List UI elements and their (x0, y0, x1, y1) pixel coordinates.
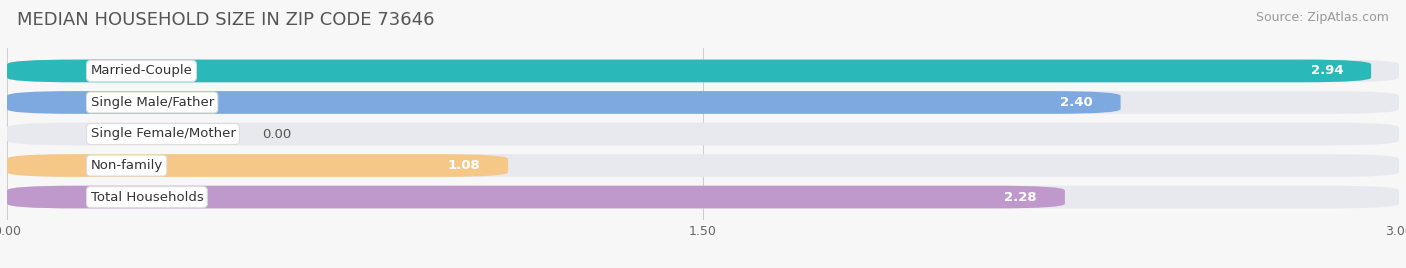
FancyBboxPatch shape (7, 91, 1399, 114)
Text: 0.00: 0.00 (262, 128, 291, 140)
FancyBboxPatch shape (7, 154, 508, 177)
Text: Single Male/Father: Single Male/Father (90, 96, 214, 109)
Text: 2.94: 2.94 (1310, 64, 1343, 77)
FancyBboxPatch shape (7, 154, 1399, 177)
Text: 2.40: 2.40 (1060, 96, 1092, 109)
FancyBboxPatch shape (7, 91, 1121, 114)
FancyBboxPatch shape (7, 59, 1399, 82)
Text: MEDIAN HOUSEHOLD SIZE IN ZIP CODE 73646: MEDIAN HOUSEHOLD SIZE IN ZIP CODE 73646 (17, 11, 434, 29)
FancyBboxPatch shape (7, 59, 1371, 82)
Text: 2.28: 2.28 (1004, 191, 1038, 204)
Text: 1.08: 1.08 (447, 159, 481, 172)
FancyBboxPatch shape (7, 123, 1399, 145)
Text: Married-Couple: Married-Couple (90, 64, 193, 77)
FancyBboxPatch shape (7, 186, 1064, 209)
Text: Source: ZipAtlas.com: Source: ZipAtlas.com (1256, 11, 1389, 24)
FancyBboxPatch shape (7, 186, 1399, 209)
Text: Single Female/Mother: Single Female/Mother (90, 128, 235, 140)
Text: Total Households: Total Households (90, 191, 204, 204)
Text: Non-family: Non-family (90, 159, 163, 172)
